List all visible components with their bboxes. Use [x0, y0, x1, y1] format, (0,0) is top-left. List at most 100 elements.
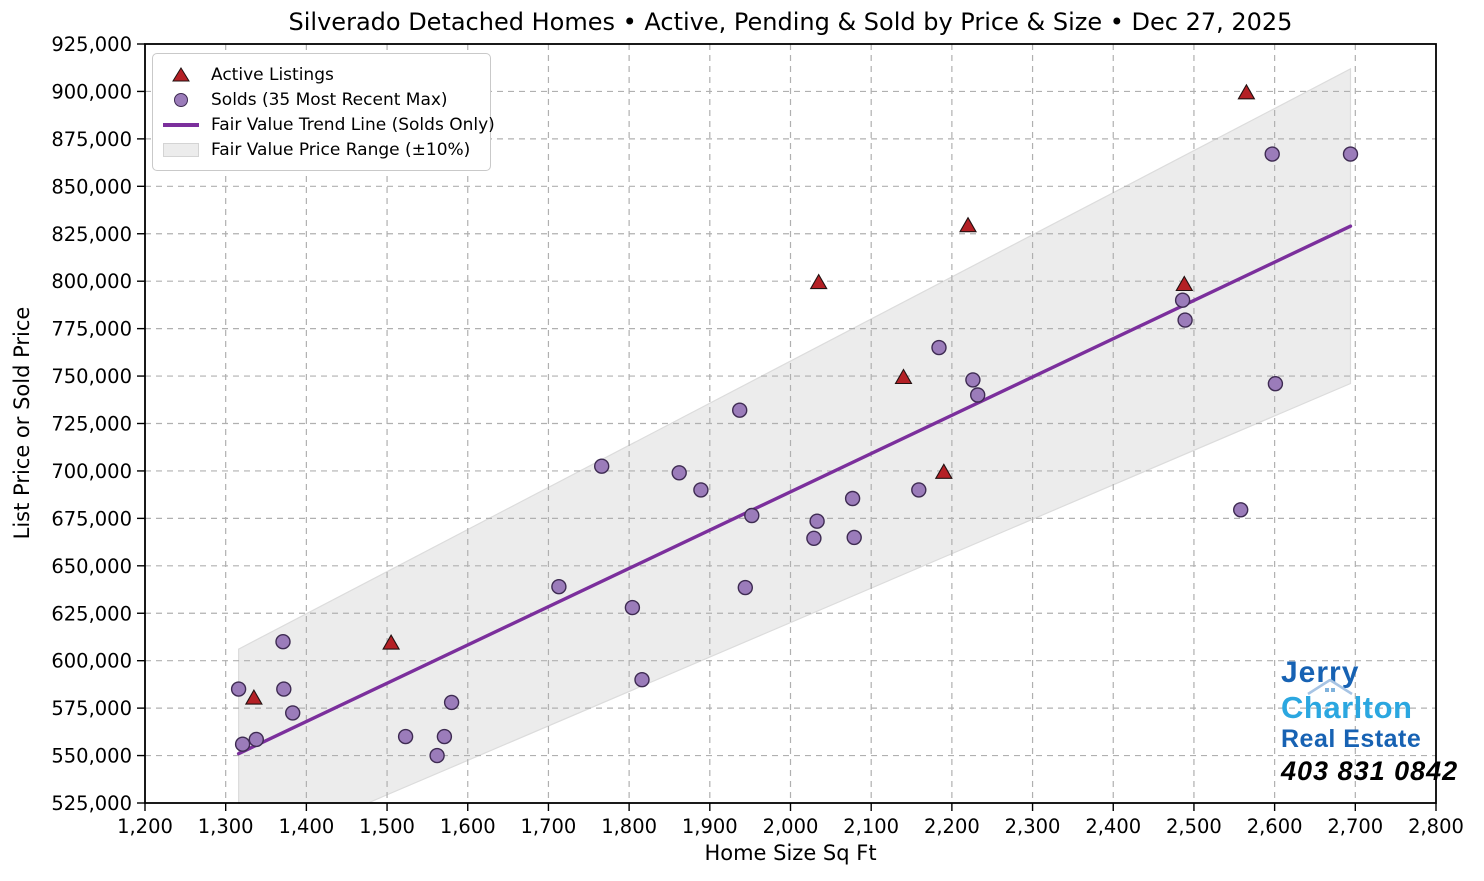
- sold-point: [436, 728, 453, 745]
- y-tick-label: 625,000: [51, 602, 132, 625]
- x-tick-label: 1,400: [278, 815, 334, 838]
- sold-point: [1342, 146, 1359, 162]
- sold-point: [624, 599, 641, 616]
- y-tick-label: 850,000: [51, 175, 132, 198]
- sold-point: [970, 387, 986, 403]
- x-tick-label: 2,700: [1327, 815, 1383, 838]
- sold-point: [551, 579, 567, 595]
- active-listing-triangle-icon: [163, 67, 199, 82]
- brand-logo: Jerry Charlton Real Estate 403 831 0842: [1281, 658, 1458, 785]
- trend-line-icon: [163, 122, 199, 127]
- sold-circle-icon: [163, 92, 199, 107]
- sold-point: [230, 681, 247, 697]
- x-tick-label: 1,200: [117, 815, 173, 838]
- x-tick-label: 1,800: [601, 815, 657, 838]
- x-tick-label: 2,000: [763, 815, 819, 838]
- house-roof-icon: [1307, 679, 1353, 695]
- active-listing-point: [244, 688, 263, 705]
- sold-point: [744, 507, 760, 524]
- sold-point: [429, 747, 445, 764]
- x-tick-label: 1,500: [359, 815, 415, 838]
- sold-point: [248, 731, 264, 748]
- active-listing-point: [809, 273, 828, 290]
- active-listing-point: [959, 216, 977, 233]
- sold-point: [594, 458, 610, 474]
- sold-point: [234, 736, 251, 752]
- fair-value-band: [238, 67, 1352, 804]
- y-tick-label: 675,000: [51, 507, 132, 530]
- x-tick-label: 2,500: [1166, 815, 1222, 838]
- sold-point: [276, 681, 292, 697]
- y-tick-label: 700,000: [51, 460, 132, 483]
- legend-item-band: Fair Value Price Range (±10%): [163, 137, 476, 162]
- sold-point: [1267, 376, 1284, 392]
- legend-item-solds: Solds (35 Most Recent Max): [163, 87, 476, 112]
- y-tick-label: 925,000: [51, 33, 132, 56]
- legend-label-active: Active Listings: [211, 64, 334, 85]
- y-tick-label: 825,000: [51, 223, 132, 246]
- x-tick-label: 2,800: [1408, 815, 1464, 838]
- y-tick-label: 650,000: [51, 555, 132, 578]
- legend-label-trend: Fair Value Trend Line (Solds Only): [211, 114, 495, 135]
- y-tick-label: 550,000: [51, 745, 132, 768]
- active-listing-point: [1237, 83, 1256, 100]
- x-tick-label: 1,700: [521, 815, 577, 838]
- y-tick-label: 900,000: [51, 80, 132, 103]
- active-listing-point: [382, 633, 401, 650]
- x-tick-label: 2,100: [843, 815, 899, 838]
- y-tick-label: 875,000: [51, 128, 132, 151]
- y-tick-label: 775,000: [51, 318, 132, 341]
- sold-point: [737, 579, 753, 596]
- sold-point: [911, 482, 927, 498]
- fair-value-trend-line: [236, 224, 1353, 756]
- brand-name-charlton: Charlton: [1281, 679, 1458, 723]
- sold-point: [809, 513, 825, 529]
- sold-point: [443, 694, 460, 711]
- y-tick-label: 800,000: [51, 270, 132, 293]
- sold-point: [931, 339, 947, 356]
- y-tick-label: 750,000: [51, 365, 132, 388]
- brand-name-jerry: Jerry: [1281, 656, 1360, 689]
- price-range-band-icon: [163, 142, 199, 157]
- active-listing-point: [934, 463, 953, 479]
- sold-point: [844, 490, 861, 507]
- sold-point: [671, 465, 687, 481]
- sold-point: [634, 672, 650, 688]
- legend-label-band: Fair Value Price Range (±10%): [211, 139, 471, 160]
- legend-item-active: Active Listings: [163, 62, 476, 87]
- x-tick-label: 1,300: [198, 815, 254, 838]
- chart-title: Silverado Detached Homes • Active, Pendi…: [288, 8, 1293, 36]
- sold-point: [1174, 292, 1191, 308]
- x-tick-label: 2,300: [1005, 815, 1061, 838]
- sold-point: [693, 482, 709, 498]
- active-listing-point: [1175, 275, 1194, 292]
- x-tick-label: 2,200: [924, 815, 980, 838]
- sold-point: [846, 529, 862, 546]
- brand-real-estate: Real Estate: [1281, 725, 1422, 753]
- y-tick-label: 600,000: [51, 650, 132, 673]
- y-tick-label: 575,000: [51, 697, 132, 720]
- sold-point: [965, 372, 981, 388]
- y-tick-label: 725,000: [51, 413, 132, 436]
- sold-point: [1177, 312, 1193, 328]
- y-axis-label: List Price or Sold Price: [10, 306, 34, 540]
- x-axis-label: Home Size Sq Ft: [704, 841, 877, 865]
- x-tick-label: 2,400: [1085, 815, 1141, 838]
- legend-item-trend: Fair Value Trend Line (Solds Only): [163, 112, 495, 137]
- sold-point: [806, 530, 822, 546]
- sold-point: [285, 705, 301, 721]
- x-tick-label: 2,600: [1247, 815, 1303, 838]
- x-tick-label: 1,600: [440, 815, 496, 838]
- brand-phone: 403 831 0842: [1281, 756, 1459, 786]
- sold-point: [1232, 502, 1249, 518]
- sold-point: [275, 634, 291, 650]
- x-tick-label: 1,900: [682, 815, 738, 838]
- active-listing-point: [894, 368, 913, 385]
- sold-point: [397, 728, 414, 745]
- legend-label-solds: Solds (35 Most Recent Max): [211, 89, 448, 110]
- sold-point: [732, 402, 748, 418]
- sold-point: [1264, 146, 1280, 162]
- y-tick-label: 525,000: [51, 792, 132, 815]
- legend: Active Listings Solds (35 Most Recent Ma…: [152, 53, 495, 171]
